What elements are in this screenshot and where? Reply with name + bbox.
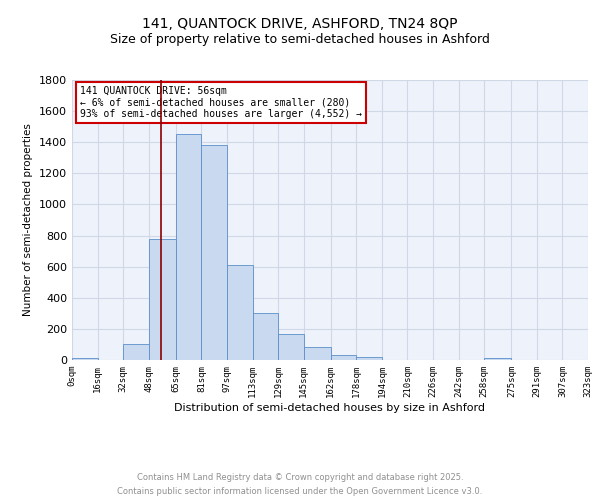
Bar — [72, 358, 98, 360]
Bar — [304, 347, 331, 360]
Y-axis label: Number of semi-detached properties: Number of semi-detached properties — [23, 124, 34, 316]
Text: Contains HM Land Registry data © Crown copyright and database right 2025.: Contains HM Land Registry data © Crown c… — [137, 472, 463, 482]
Text: 141, QUANTOCK DRIVE, ASHFORD, TN24 8QP: 141, QUANTOCK DRIVE, ASHFORD, TN24 8QP — [142, 18, 458, 32]
Text: Contains public sector information licensed under the Open Government Licence v3: Contains public sector information licen… — [118, 486, 482, 496]
Bar — [356, 357, 382, 360]
Bar — [123, 344, 149, 360]
Bar — [176, 134, 202, 360]
Bar — [227, 265, 253, 360]
X-axis label: Distribution of semi-detached houses by size in Ashford: Distribution of semi-detached houses by … — [175, 402, 485, 412]
Bar — [149, 240, 176, 360]
Bar — [484, 358, 511, 360]
Bar — [278, 334, 304, 360]
Text: 141 QUANTOCK DRIVE: 56sqm
← 6% of semi-detached houses are smaller (280)
93% of : 141 QUANTOCK DRIVE: 56sqm ← 6% of semi-d… — [80, 86, 362, 119]
Bar — [253, 314, 278, 360]
Bar — [202, 146, 227, 360]
Bar — [331, 356, 356, 360]
Text: Size of property relative to semi-detached houses in Ashford: Size of property relative to semi-detach… — [110, 32, 490, 46]
